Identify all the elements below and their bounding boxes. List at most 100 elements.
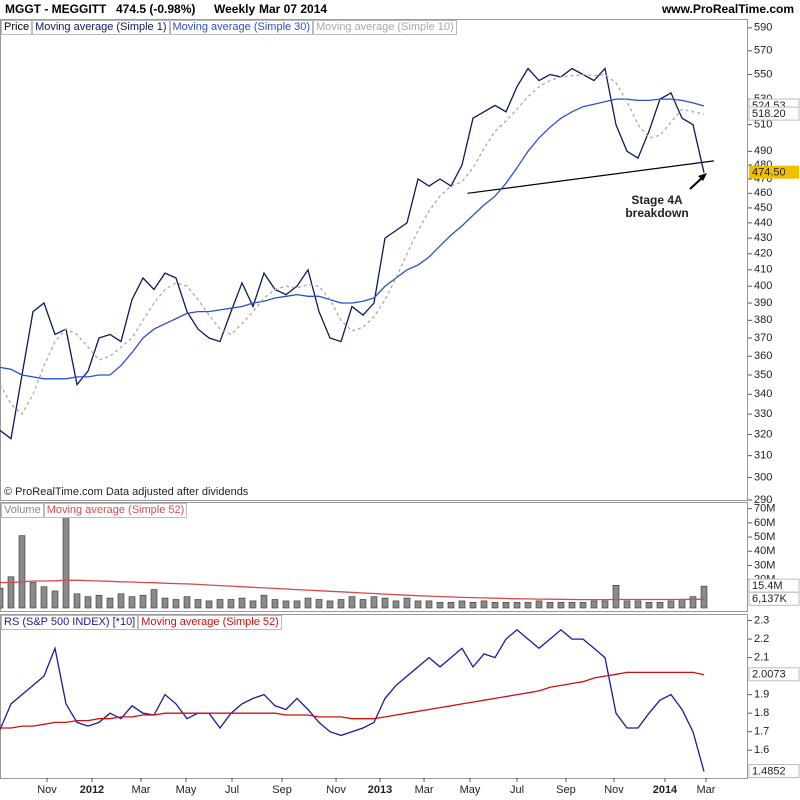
legend-entry: Volume [1, 503, 44, 518]
volume-bar [370, 596, 378, 609]
y-tick-label: 490 [754, 145, 772, 157]
x-tick-label: Jul [225, 784, 239, 796]
y-tick-label: 1.7 [754, 726, 769, 738]
volume-bar [480, 600, 488, 609]
x-tick-label: Mar [415, 784, 434, 796]
volume-bar [359, 599, 367, 609]
footnote: © ProRealTime.com Data adjusted after di… [4, 486, 249, 498]
rs-frame [0, 614, 748, 779]
volume-bar [249, 600, 257, 609]
price-change: 474.5 (-0.98%) [116, 2, 196, 16]
volume-bar [546, 602, 554, 609]
volume-bar [667, 600, 675, 609]
source: www.ProRealTime.com [661, 2, 794, 16]
x-tick-label: May [176, 784, 197, 796]
y-tick-label: 1.6 [754, 744, 769, 756]
last-value-label: 518.20 [752, 108, 786, 120]
y-tick-label: 30M [754, 559, 775, 571]
legend-entry: Moving average (Simple 1) [32, 20, 170, 35]
last-value-label: 6,137K [752, 593, 788, 605]
volume-bar [326, 600, 334, 609]
period: Weekly [214, 2, 256, 16]
last-value-label: 1.4852 [752, 765, 786, 777]
y-tick-label: 450 [754, 202, 772, 214]
x-tick-label: 2013 [368, 784, 392, 796]
volume-frame [0, 502, 748, 612]
series-line [0, 98, 705, 380]
volume-bar [414, 600, 422, 609]
y-tick-label: 550 [754, 68, 772, 80]
y-tick-label: 380 [754, 314, 772, 326]
volume-bar [579, 602, 587, 609]
y-tick-label: 2.3 [754, 614, 769, 626]
volume-bar [612, 584, 620, 609]
price-frame [0, 19, 748, 501]
y-tick-label: 390 [754, 297, 772, 309]
y-tick-label: 420 [754, 248, 772, 260]
y-tick-label: 350 [754, 369, 772, 381]
volume-bar [62, 505, 70, 609]
x-tick-label: Sep [556, 784, 576, 796]
last-value-box [748, 667, 800, 682]
y-tick-label: 570 [754, 45, 772, 57]
volume-bar [502, 602, 510, 609]
volume-bar [128, 596, 136, 609]
last-value-box [748, 591, 800, 606]
x-tick-label: Jul [510, 784, 524, 796]
volume-bar [337, 599, 345, 609]
x-tick-label: Sep [272, 784, 292, 796]
volume-bar [29, 582, 37, 609]
legend-title: Price [1, 20, 33, 35]
legend-entry: Moving average (Simple 52) [138, 615, 282, 630]
y-tick-label: 410 [754, 264, 772, 276]
y-tick-label: 510 [754, 119, 772, 131]
x-tick-label: Nov [326, 784, 346, 796]
volume-bar [634, 600, 642, 609]
y-tick-label: 310 [754, 450, 772, 462]
x-tick-label: Nov [37, 784, 57, 796]
y-tick-label: 70M [754, 503, 775, 515]
y-tick-label: 330 [754, 408, 772, 420]
y-tick-label: 2.1 [754, 652, 769, 664]
last-value-label: 474.50 [752, 167, 786, 179]
volume-bar [183, 596, 191, 609]
volume-bar [590, 600, 598, 609]
volume-bar [524, 602, 532, 609]
volume-bar [238, 597, 246, 609]
volume-bar [7, 576, 15, 609]
volume-bar [51, 590, 59, 609]
volume-bar [84, 596, 92, 609]
x-tick-label: Mar [697, 784, 716, 796]
last-value-box [748, 763, 800, 778]
volume-bar [315, 599, 323, 609]
volume-bar [689, 596, 697, 609]
volume-bar [557, 602, 565, 609]
price-legend: Price Moving average (Simple 1) Moving av… [1, 20, 457, 35]
series-line [0, 67, 705, 440]
volume-bar [0, 587, 4, 609]
y-tick-label: 440 [754, 217, 772, 229]
volume-bar [458, 600, 466, 609]
volume-bar [623, 600, 631, 609]
volume-bar [469, 602, 477, 609]
volume-legend: Volume Moving average (Simple 52) [1, 503, 188, 518]
volume-bar [491, 602, 499, 609]
rs-legend: RS (S&P 500 INDEX) [*10] Moving average (… [1, 615, 282, 630]
volume-bar [535, 600, 543, 609]
volume-bar [381, 597, 389, 609]
volume-bar [656, 602, 664, 609]
volume-bar [18, 535, 26, 609]
volume-bar [260, 594, 268, 609]
volume-bar [117, 593, 125, 609]
series-line [0, 628, 705, 772]
trendline [467, 160, 714, 194]
volume-bar [568, 602, 576, 609]
y-tick-label: 340 [754, 388, 772, 400]
last-value-label: 2.0073 [752, 669, 786, 681]
y-tick-label: 400 [754, 280, 772, 292]
last-value-box [749, 165, 799, 179]
annotation-arrowhead [698, 173, 707, 181]
volume-bar [227, 599, 235, 609]
